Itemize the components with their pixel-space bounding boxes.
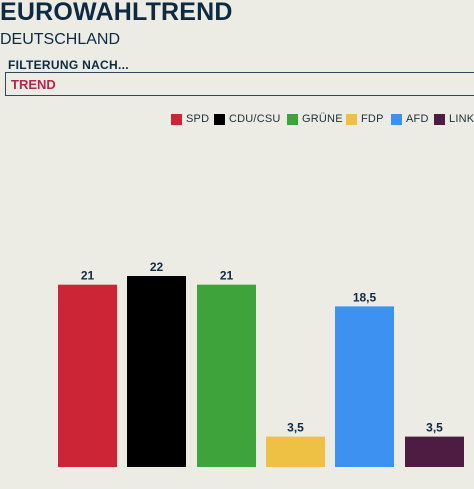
- legend-label: SPD: [186, 113, 210, 125]
- bar-value-label: 18,5: [353, 290, 377, 304]
- filter-label: FILTERUNG NACH...: [8, 58, 129, 72]
- legend-label: FDP: [361, 113, 384, 125]
- bar-value-label: 22: [150, 260, 164, 274]
- filter-selected-value: TREND: [11, 77, 56, 92]
- legend-label: CDU/CSU: [229, 113, 281, 125]
- bar-gr-ne[interactable]: [197, 284, 256, 467]
- bar-fdp[interactable]: [266, 436, 325, 467]
- filter-select[interactable]: TREND: [5, 72, 474, 96]
- legend-item-gruene[interactable]: GRÜNE: [287, 113, 343, 125]
- legend-swatch: [214, 113, 225, 125]
- bar-value-label: 3,5: [287, 421, 304, 435]
- page-title: EUROWAHLTREND: [0, 0, 233, 26]
- legend-label: GRÜNE: [302, 113, 343, 125]
- legend-label: AFD: [406, 113, 429, 125]
- bar-afd[interactable]: [335, 306, 394, 467]
- legend-item-linke[interactable]: LINKE: [434, 113, 474, 125]
- legend-swatch: [171, 113, 182, 125]
- legend-swatch: [434, 113, 445, 125]
- legend-swatch: [346, 113, 357, 125]
- chart-legend: SPD CDU/CSU GRÜNE FDP AFD LINKE: [0, 113, 474, 129]
- legend-swatch: [391, 113, 402, 125]
- bar-value-label: 21: [81, 269, 95, 283]
- page-subtitle: DEUTSCHLAND: [0, 31, 121, 48]
- legend-item-fdp[interactable]: FDP: [346, 113, 384, 125]
- legend-item-afd[interactable]: AFD: [391, 113, 429, 125]
- bar-linke[interactable]: [405, 436, 464, 467]
- legend-label: LINKE: [449, 113, 474, 125]
- legend-swatch: [287, 113, 298, 125]
- legend-item-spd[interactable]: SPD: [171, 113, 209, 125]
- bar-spd[interactable]: [58, 284, 117, 467]
- bar-cdu-csu[interactable]: [127, 276, 186, 467]
- legend-item-cdu-csu[interactable]: CDU/CSU: [214, 113, 281, 125]
- bar-value-label: 21: [220, 269, 234, 283]
- bar-value-label: 3,5: [426, 421, 443, 435]
